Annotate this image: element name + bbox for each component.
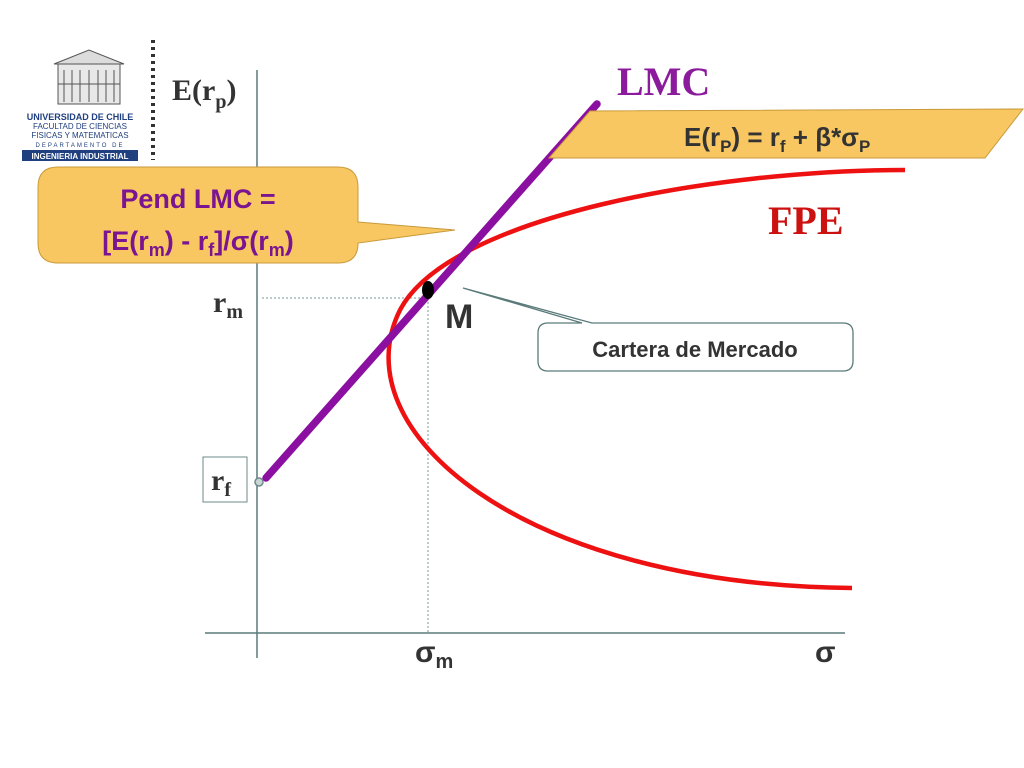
logo-line4: DEPARTAMENTO DE	[36, 143, 125, 149]
lmc-label: LMC	[617, 59, 710, 104]
x-axis-label: σ	[815, 636, 836, 669]
fpe-curve	[386, 167, 906, 591]
logo-line5: INGENIERIA INDUSTRIAL	[31, 152, 128, 161]
market-portfolio-point	[422, 281, 434, 299]
slope-callout-line2: [E(rm) - rf]/σ(rm)	[102, 226, 294, 260]
y-axis-label: E(rp)	[172, 74, 236, 113]
slope-callout-box	[37, 166, 456, 264]
market-callout-text: Cartera de Mercado	[592, 337, 797, 362]
formula-callout-box	[547, 108, 1024, 159]
rm-label: rm	[213, 286, 243, 323]
rf-marker	[254, 477, 264, 487]
formula-callout-text: E(rP) = rf + β*σP	[684, 122, 870, 156]
logo-line2: FACULTAD DE CIENCIAS	[33, 122, 127, 131]
sigma-m-label: σm	[415, 636, 453, 673]
building-icon	[53, 49, 125, 105]
rf-label-box	[202, 456, 248, 503]
logo-line1: UNIVERSIDAD DE CHILE	[27, 112, 134, 122]
fpe-label: FPE	[768, 198, 844, 243]
market-point-label: M	[445, 298, 473, 336]
slope-callout-line1: Pend LMC =	[120, 184, 275, 214]
market-callout-box	[462, 287, 854, 372]
university-logo: UNIVERSIDAD DE CHILE FACULTAD DE CIENCIA…	[22, 49, 138, 161]
logo-banner	[22, 150, 138, 161]
logo-line3: FISICAS Y MATEMATICAS	[31, 131, 128, 140]
rf-label: rf	[211, 464, 231, 501]
